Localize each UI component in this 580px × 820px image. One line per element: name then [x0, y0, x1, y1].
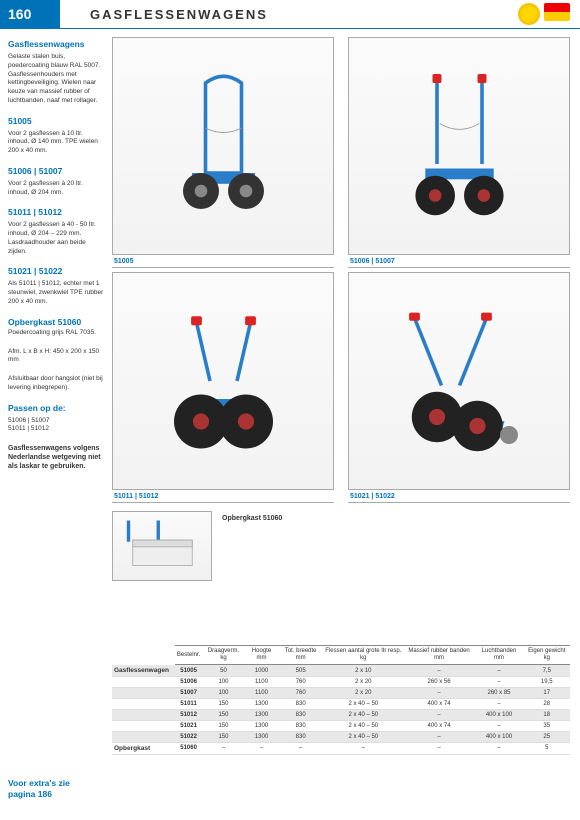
- col-header: Hoogte mm: [245, 646, 279, 665]
- section-heading: Passen op de:: [8, 403, 104, 413]
- storage-sku: Opbergkast 51060: [222, 511, 282, 581]
- extras-line1: Voor extra's zie: [8, 778, 108, 789]
- product-image: [112, 37, 334, 255]
- table-row: 5100610011007602 x 20260 x 56–19,5: [112, 676, 570, 687]
- storage-box-icon: [120, 516, 205, 576]
- warranty-badge-icon: [518, 3, 540, 25]
- storage-row: Opbergkast 51060: [112, 511, 570, 581]
- spec-table: Bestelnr. Draagverm. kg Hoogte mm Tot. b…: [112, 645, 570, 755]
- cylinder-cart-icon: [377, 300, 542, 462]
- product-card: 51005: [112, 37, 334, 268]
- page-title: GASFLESSENWAGENS: [90, 7, 518, 22]
- table-row: 5102215013008302 x 40 – 50–400 x 10025: [112, 731, 570, 742]
- product-grid: 51005 51006 | 51007: [112, 37, 570, 503]
- col-header: Eigen gewicht kg: [524, 646, 570, 665]
- section-heading: Opbergkast 51060: [8, 317, 104, 327]
- sku-heading: 51011 | 51012: [8, 207, 104, 217]
- product-card: 51021 | 51022: [348, 272, 570, 503]
- legal-note: Gasflessenwagens volgens Nederlandse wet…: [8, 444, 104, 471]
- page-header: 160 GASFLESSENWAGENS: [0, 0, 580, 29]
- sku-body: Als 51011 | 51012, echter met 1 steunwie…: [8, 280, 104, 306]
- section-body: Afsluitbaar door hangslot (niet bij leve…: [8, 375, 104, 393]
- quality-badges: [518, 3, 570, 25]
- made-in-badge-icon: [544, 3, 570, 21]
- section-body: 51006 | 51007 51011 | 51012: [8, 417, 104, 435]
- cylinder-cart-icon: [141, 300, 306, 462]
- content-area: 51005 51006 | 51007: [112, 37, 580, 755]
- product-card: 51011 | 51012: [112, 272, 334, 503]
- sku-body: Voor 2 gasflessen à 20 ltr. inhoud, Ø 20…: [8, 180, 104, 198]
- col-header: Draagverm. kg: [202, 646, 244, 665]
- sku-heading: 51006 | 51007: [8, 166, 104, 176]
- product-image: [112, 272, 334, 490]
- cylinder-cart-icon: [377, 65, 542, 227]
- product-card: 51006 | 51007: [348, 37, 570, 268]
- table-row: 5101115013008302 x 40 – 50400 x 74–28: [112, 698, 570, 709]
- section-body: Afm. L x B x H: 450 x 200 x 150 mm: [8, 348, 104, 366]
- col-header: Luchtbanden mm: [475, 646, 524, 665]
- table-row: 5101215013008302 x 40 – 50–400 x 10018: [112, 709, 570, 720]
- table-header-row: Bestelnr. Draagverm. kg Hoogte mm Tot. b…: [112, 646, 570, 665]
- section-heading: Gasflessenwagens: [8, 39, 104, 49]
- product-sku: 51005: [112, 255, 334, 268]
- extras-note: Voor extra's zie pagina 186: [8, 778, 108, 800]
- sku-body: Voor 2 gasflessen à 10 ltr. inhoud, Ø 14…: [8, 130, 104, 156]
- col-bestel: Bestelnr.: [175, 646, 202, 665]
- sku-body: Voor 2 gasflessen à 40 - 50 ltr. inhoud,…: [8, 221, 104, 256]
- table-row: Opbergkast51060––––––5: [112, 742, 570, 754]
- page-number: 160: [0, 0, 60, 28]
- storage-image: [112, 511, 212, 581]
- sku-heading: 51021 | 51022: [8, 266, 104, 276]
- table-row: 5100710011007602 x 20–260 x 8517: [112, 687, 570, 698]
- table-row: 5102115013008302 x 40 – 50400 x 74–35: [112, 720, 570, 731]
- cylinder-cart-icon: [141, 65, 306, 227]
- product-sku: 51006 | 51007: [348, 255, 570, 268]
- sidebar: Gasflessenwagens Gelaste stalen buis, po…: [0, 37, 112, 755]
- sku-heading: 51005: [8, 116, 104, 126]
- col-header: Tot. breedte mm: [278, 646, 323, 665]
- product-image: [348, 272, 570, 490]
- section-body: Gelaste stalen buis, poedercoating blauw…: [8, 53, 104, 106]
- extras-line2: pagina 186: [8, 789, 108, 800]
- table-row: Gasflessenwagen510055010005052 x 10––7,5: [112, 665, 570, 677]
- product-sku: 51011 | 51012: [112, 490, 334, 503]
- col-header: Massief rubber banden mm: [404, 646, 475, 665]
- section-body: Poedercoating grijs RAL 7035.: [8, 329, 104, 338]
- col-header: Flessen aantal grote ltr resp. kg: [323, 646, 404, 665]
- product-sku: 51021 | 51022: [348, 490, 570, 503]
- product-image: [348, 37, 570, 255]
